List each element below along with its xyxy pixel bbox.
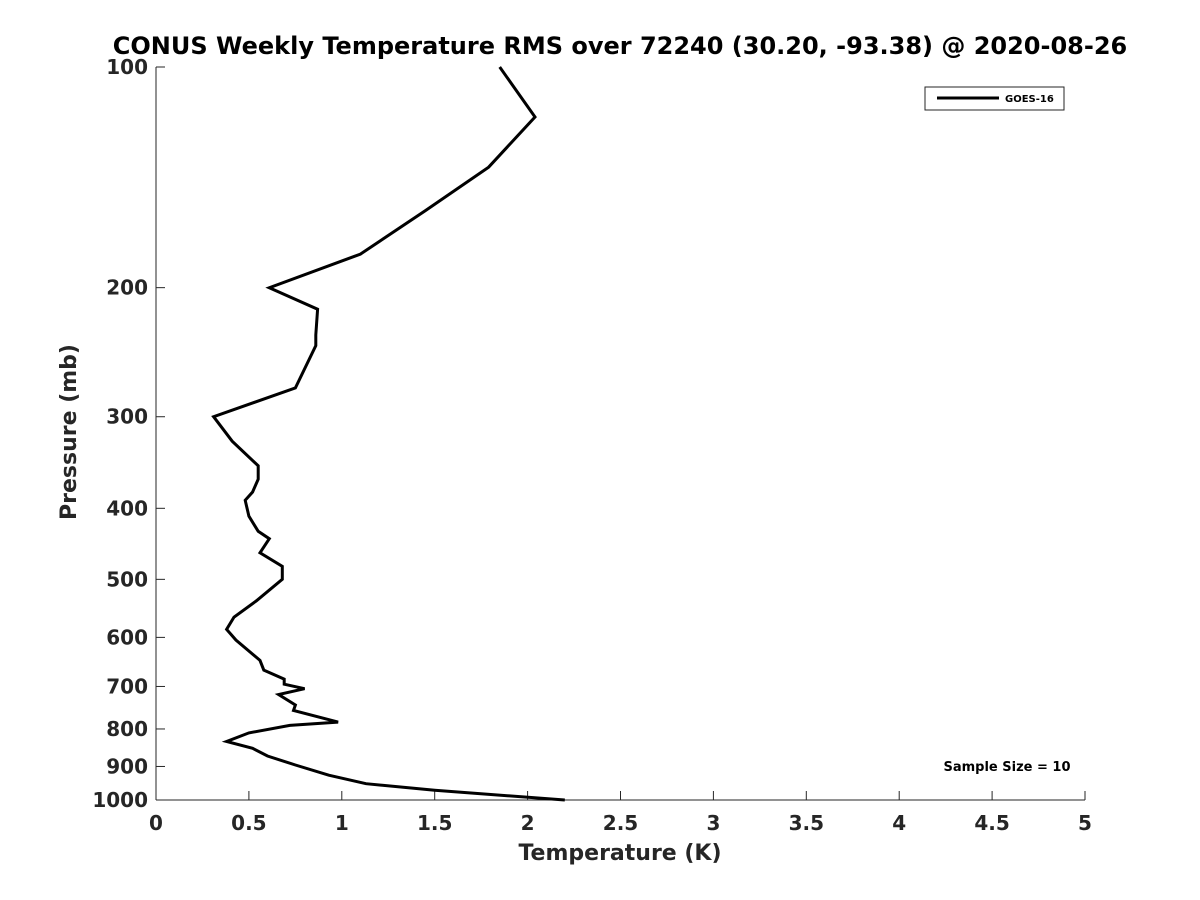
x-tick-label: 0.5 [231, 811, 266, 835]
y-tick-label: 500 [106, 567, 148, 591]
legend-label-goes-16: GOES-16 [1005, 94, 1054, 105]
x-tick-label: 5 [1078, 811, 1092, 835]
x-tick-label: 3 [706, 811, 720, 835]
x-axis-label: Temperature (K) [518, 841, 721, 866]
y-ticks: 100 200 300 400 500 600 700 800 900 1000 [92, 55, 165, 812]
y-tick-label: 200 [106, 276, 148, 300]
y-tick-label: 100 [106, 55, 148, 79]
y-tick-label: 900 [106, 754, 148, 778]
y-tick-label: 300 [106, 405, 148, 429]
y-tick-label: 600 [106, 625, 148, 649]
x-tick-label: 1 [335, 811, 349, 835]
y-tick-label: 1000 [92, 788, 148, 812]
x-ticks: 0 0.5 1 1.5 2 2.5 3 3.5 4 4.5 5 [149, 791, 1092, 835]
x-tick-label: 0 [149, 811, 163, 835]
y-axis-label: Pressure (mb) [57, 344, 82, 520]
x-tick-label: 2.5 [603, 811, 638, 835]
series-line-goes-16 [211, 66, 565, 802]
series-group [211, 66, 565, 802]
chart-title: CONUS Weekly Temperature RMS over 72240 … [113, 32, 1127, 60]
legend: GOES-16 [924, 86, 1065, 111]
x-tick-label: 4 [892, 811, 906, 835]
y-tick-label: 400 [106, 496, 148, 520]
x-tick-label: 2 [521, 811, 535, 835]
x-tick-label: 1.5 [417, 811, 452, 835]
sample-size-annotation: Sample Size = 10 [943, 760, 1070, 775]
x-tick-label: 4.5 [974, 811, 1009, 835]
x-tick-label: 3.5 [789, 811, 824, 835]
y-tick-label: 800 [106, 717, 148, 741]
y-tick-label: 700 [106, 674, 148, 698]
